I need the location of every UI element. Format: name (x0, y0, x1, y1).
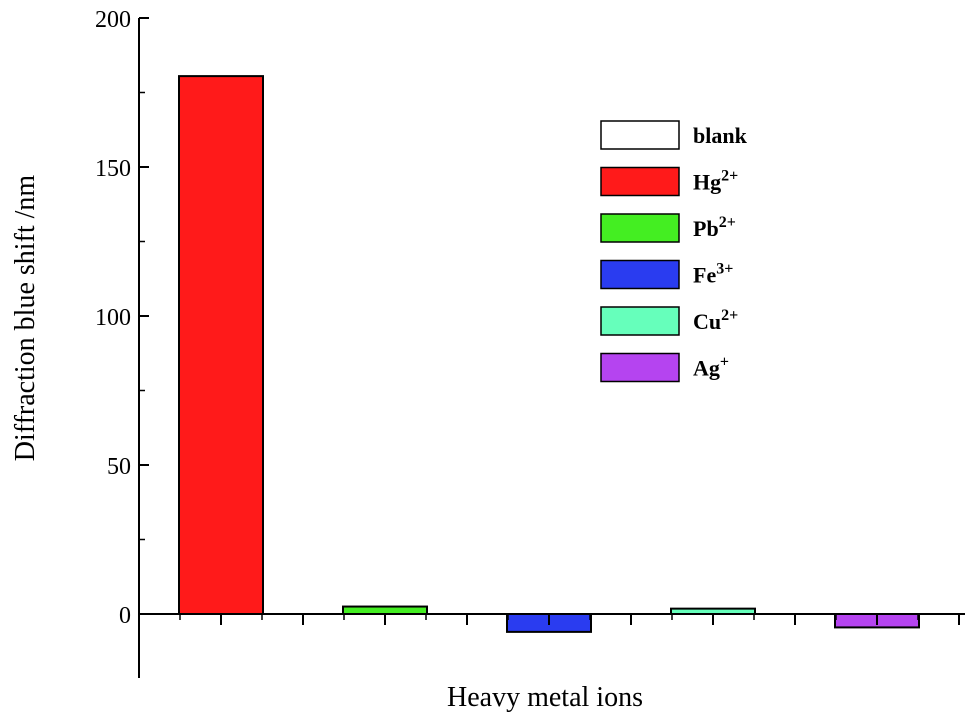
legend-label: Ag+ (693, 354, 729, 381)
legend-swatch (600, 352, 680, 383)
legend-label: Fe3+ (693, 261, 733, 288)
legend-label: blank (693, 123, 748, 148)
bar-pb2 (342, 605, 428, 615)
y-tick-label: 200 (95, 7, 131, 33)
legend-swatch (600, 213, 680, 243)
legend: blank Hg2+ Pb2+ Fe3+ Cu2+ Ag+ (600, 120, 748, 383)
bar-hg2 (178, 75, 264, 616)
x-axis-title: Heavy metal ions (447, 682, 643, 713)
axes-layer: 0 50 100 150 200 (95, 7, 965, 678)
y-tick-label: 0 (119, 603, 131, 629)
legend-swatch (600, 306, 680, 336)
y-tick-label: 100 (95, 305, 131, 331)
legend-swatch (600, 120, 680, 150)
bars-layer (178, 75, 920, 633)
legend-label: Hg2+ (693, 168, 738, 195)
y-axis-title: Diffraction blue shift /nm (10, 175, 41, 462)
legend-swatch (600, 259, 680, 290)
legend-swatch (600, 166, 680, 197)
legend-label: Cu2+ (693, 307, 738, 334)
y-tick-label: 150 (95, 156, 131, 182)
legend-label: Pb2+ (693, 214, 736, 241)
y-tick-label: 50 (107, 454, 131, 480)
